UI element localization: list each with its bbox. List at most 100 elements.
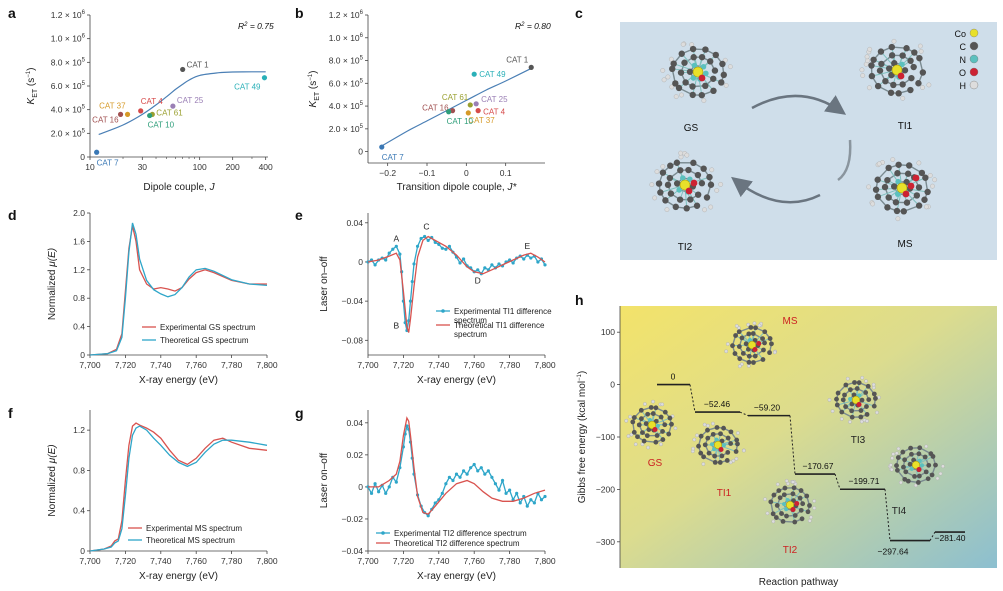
carbon-atom	[893, 207, 901, 215]
carbon-atom	[672, 80, 679, 87]
nitrogen-atom	[917, 458, 922, 463]
carbon-atom	[777, 495, 783, 501]
y-tick-label: 0.8	[73, 465, 85, 475]
energy-connector	[834, 473, 841, 490]
series-marker	[398, 252, 402, 256]
carbon-atom	[643, 421, 649, 427]
carbon-atom	[894, 463, 899, 468]
panel-label: b	[295, 5, 304, 21]
y-axis-title-mu: μ(E)	[47, 248, 58, 268]
carbon-atom	[702, 82, 709, 90]
y-tick-exponent: 6	[360, 33, 364, 39]
carbon-atom	[705, 435, 711, 441]
hydrogen-atom	[875, 410, 879, 415]
x-tick-label: 7,740	[428, 556, 450, 566]
hydrogen-atom	[864, 54, 870, 60]
carbon-atom	[797, 495, 803, 501]
y-tick-exponent: 5	[82, 128, 86, 134]
legend-marker	[381, 531, 385, 535]
y-tick-label: 0.4	[73, 506, 85, 516]
y-axis-title: Laser on–off	[319, 453, 330, 509]
legend-label: N	[960, 55, 967, 65]
carbon-atom	[719, 60, 726, 68]
panel-h-background	[620, 306, 997, 568]
y-tick-exponent: 6	[82, 34, 86, 40]
hydrogen-atom	[661, 77, 667, 83]
oxygen-atom	[756, 340, 762, 347]
y-tick-label: 0.4	[73, 322, 85, 332]
carbon-atom	[660, 429, 665, 434]
carbon-atom	[682, 79, 689, 86]
hydrogen-atom	[791, 480, 795, 484]
data-point	[471, 71, 477, 77]
carbon-atom	[732, 351, 738, 356]
nitrogen-atom	[703, 70, 709, 77]
state-label: TI1	[898, 121, 913, 132]
hydrogen-atom	[684, 152, 690, 158]
y-axis-title: Gibbs free energy (kcal mol−1)	[577, 371, 588, 503]
data-point-label: CAT 25	[481, 95, 508, 104]
carbon-atom	[804, 493, 810, 499]
nitrogen-atom	[909, 466, 914, 471]
carbon-atom	[706, 450, 712, 456]
series-marker	[497, 262, 501, 266]
x-tick-label: 7,740	[150, 556, 172, 566]
series-marker	[426, 238, 430, 243]
series-marker	[410, 279, 414, 284]
hydrogen-atom	[728, 460, 733, 465]
carbon-atom	[915, 80, 922, 87]
data-point-label: CAT 49	[234, 83, 261, 92]
carbon-atom	[712, 453, 718, 459]
cobalt-atom	[896, 182, 908, 194]
carbon-atom	[900, 449, 906, 455]
carbon-atom	[903, 199, 911, 206]
oxygen-atom	[907, 182, 915, 190]
data-point-label: CAT 37	[468, 116, 495, 125]
carbon-atom	[677, 69, 685, 76]
carbon-atom	[908, 74, 915, 82]
hydrogen-atom	[890, 456, 894, 461]
carbon-atom	[746, 359, 752, 365]
data-point	[180, 66, 186, 73]
series-marker	[515, 491, 519, 495]
carbon-atom	[858, 408, 864, 413]
molecule-structure	[866, 157, 938, 222]
carbon-atom	[835, 390, 841, 396]
x-tick-label: 7,800	[534, 556, 556, 566]
data-point	[473, 101, 479, 107]
nitrogen-atom	[895, 178, 901, 185]
series-marker	[373, 263, 377, 267]
data-point	[147, 112, 153, 119]
carbon-atom	[711, 67, 719, 74]
cycle-arrow	[837, 139, 852, 182]
carbon-atom	[737, 356, 743, 362]
carbon-atom	[746, 353, 752, 359]
carbon-atom	[653, 405, 659, 411]
carbon-atom	[648, 405, 654, 410]
carbon-atom	[915, 480, 921, 485]
carbon-atom	[871, 403, 877, 409]
carbon-atom	[690, 54, 697, 61]
series-marker	[461, 257, 466, 261]
data-point-label: CAT 4	[141, 97, 163, 106]
y-tick-label: 1.6	[73, 236, 85, 246]
carbon-atom	[654, 433, 660, 438]
hydrogen-atom	[860, 375, 865, 380]
y-tick-label: −0.02	[341, 514, 363, 524]
hydrogen-atom	[665, 74, 671, 80]
y-axis-title-close: )	[577, 371, 588, 374]
carbon-atom	[770, 511, 776, 517]
carbon-atom	[908, 445, 914, 451]
carbon-atom	[907, 461, 913, 467]
x-axis-title: X-ray energy (eV)	[139, 375, 218, 386]
series-marker	[440, 246, 444, 250]
carbon-atom	[724, 458, 730, 463]
hydrogen-atom	[649, 182, 655, 188]
carbon-atom	[848, 387, 853, 393]
carbon-atom	[916, 451, 922, 457]
carbon-atom	[792, 513, 798, 518]
hydrogen-atom	[659, 442, 663, 447]
legend-label: Theoretical GS spectrum	[160, 336, 249, 345]
y-axis-title-exp: −1	[577, 373, 583, 381]
carbon-atom	[725, 435, 731, 441]
